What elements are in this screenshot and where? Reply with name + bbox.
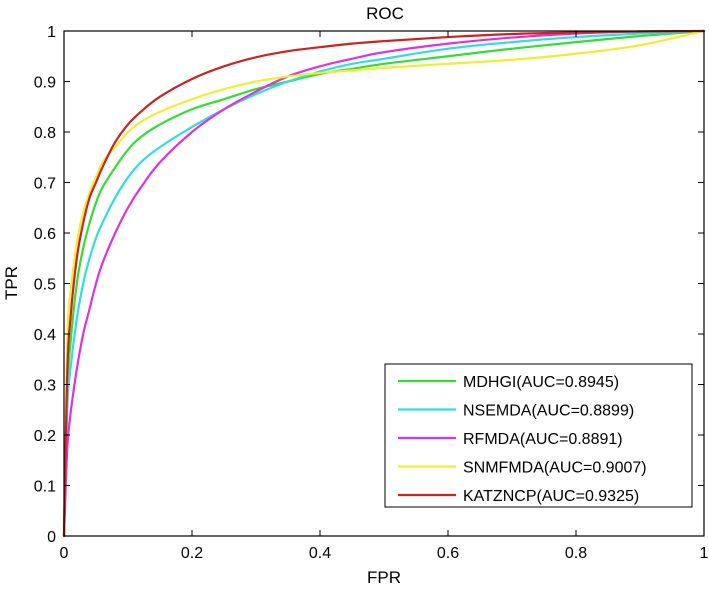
y-tick-label: 0.8 [34,125,56,142]
legend-label: MDHGI(AUC=0.8945) [463,374,619,391]
x-axis-ticks: 0 0.2 0.4 0.6 0.8 1 [60,31,709,562]
y-tick-label: 0 [47,529,56,546]
legend-label: RFMDA(AUC=0.8891) [463,431,623,448]
series-line-4 [62,29,706,538]
y-axis-title: TPR [2,266,21,300]
x-tick-label: 1 [700,545,709,562]
legend-label: KATZNCP(AUC=0.9325) [463,488,639,505]
series-line-2 [62,29,706,538]
legend-label: NSEMDA(AUC=0.8899) [463,403,634,420]
x-tick-label: 0.8 [565,545,587,562]
series-line-5 [62,29,706,538]
legend: MDHGI(AUC=0.8945) NSEMDA(AUC=0.8899) RFMDA… [384,363,693,508]
y-tick-label: 0.3 [34,378,56,395]
legend-box [384,363,693,508]
y-tick-label: 0.2 [34,428,56,445]
series-line-1 [62,29,706,538]
x-tick-label: 0.4 [309,545,331,562]
y-tick-label: 1 [47,24,56,41]
y-tick-label: 0.9 [34,75,56,92]
y-tick-label: 0.6 [34,226,56,243]
legend-label: SNMFMDA(AUC=0.9007) [463,460,647,477]
series-layer [62,29,706,538]
y-tick-label: 0.5 [34,277,56,294]
x-tick-label: 0 [60,545,69,562]
x-tick-label: 0.2 [181,545,203,562]
y-tick-label: 0.7 [34,176,56,193]
chart-title: ROC [366,4,404,23]
x-tick-label: 0.6 [437,545,459,562]
x-axis-title: FPR [367,568,401,587]
y-tick-label: 0.4 [34,327,56,344]
series-line-3 [62,29,706,538]
y-tick-label: 0.1 [34,479,56,496]
y-axis-ticks: 0 0.1 0.2 0.3 0.4 0.5 0.6 0.7 0.8 0.9 1 [34,24,704,546]
